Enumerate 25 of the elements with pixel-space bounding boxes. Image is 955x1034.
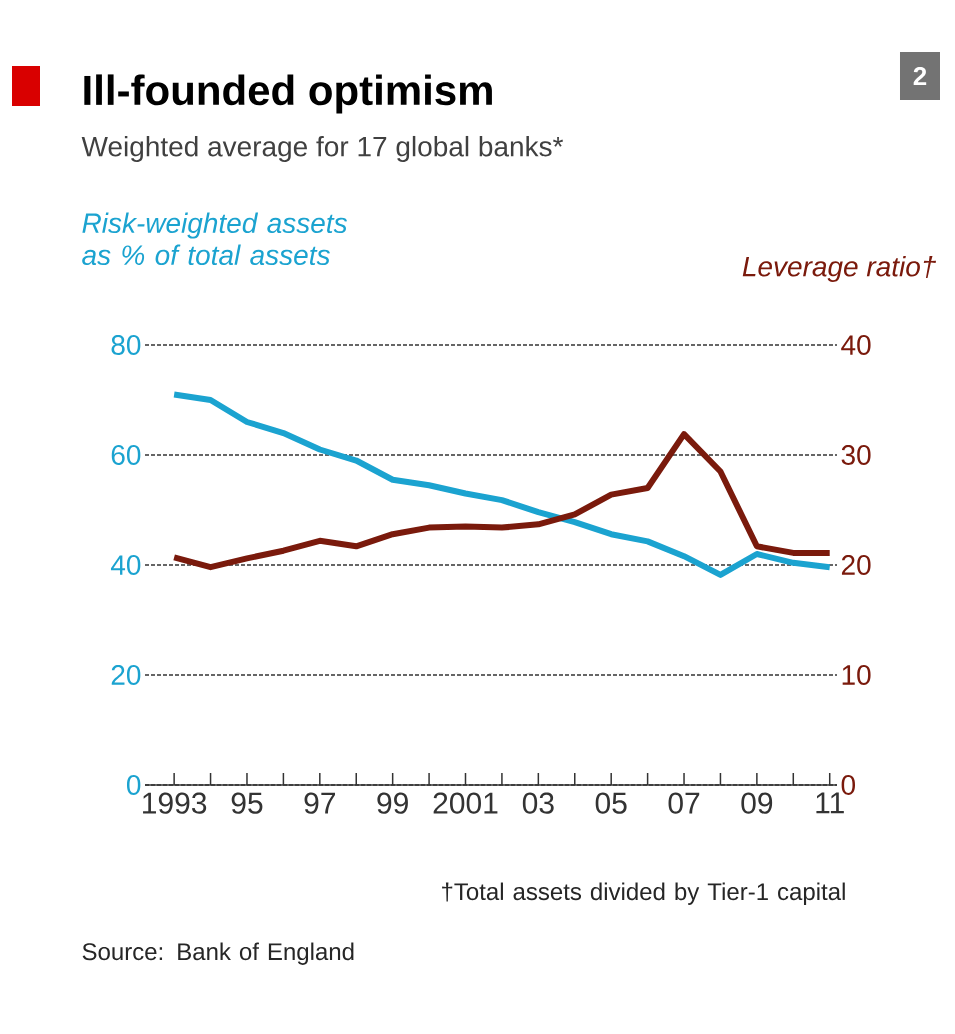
y2-tick-label: 30 bbox=[841, 445, 871, 465]
y-tick-label: 40 bbox=[110, 555, 141, 575]
x-tick-label: 1993 bbox=[143, 792, 207, 814]
x-tick-label: 97 bbox=[304, 792, 335, 814]
x-tick-label: 03 bbox=[522, 792, 554, 814]
chart-subtitle: Weighted average for 17 global banks* bbox=[81, 135, 564, 163]
text: 2 bbox=[913, 66, 927, 86]
y-axis-title: Risk-weighted assets as % of total assets bbox=[82, 212, 348, 266]
y-tick-label: 60 bbox=[111, 445, 141, 465]
y2-tick-label: 20 bbox=[841, 555, 871, 575]
y2-tick-label: 40 bbox=[841, 335, 871, 355]
x-tick-label: 95 bbox=[231, 792, 263, 814]
x-tick-label: 07 bbox=[668, 792, 700, 814]
x-tick-label: 99 bbox=[377, 792, 408, 814]
y2-axis-title: Leverage ratio† bbox=[742, 255, 937, 283]
x-tick-label: 09 bbox=[741, 792, 773, 814]
y-tick-label: 0 bbox=[126, 775, 141, 795]
y-tick-label: 80 bbox=[111, 335, 141, 355]
chart-title: Ill-founded optimism bbox=[84, 74, 492, 114]
text: †Total assets divided by Tier-1 capital bbox=[442, 882, 845, 905]
y-tick-label: 20 bbox=[111, 665, 141, 685]
source-note: Source: Bank of England bbox=[82, 942, 354, 965]
x-tick-label: 05 bbox=[595, 792, 627, 814]
x-tick-label: 2001 bbox=[433, 792, 498, 814]
y2-tick-label: 10 bbox=[842, 665, 871, 685]
